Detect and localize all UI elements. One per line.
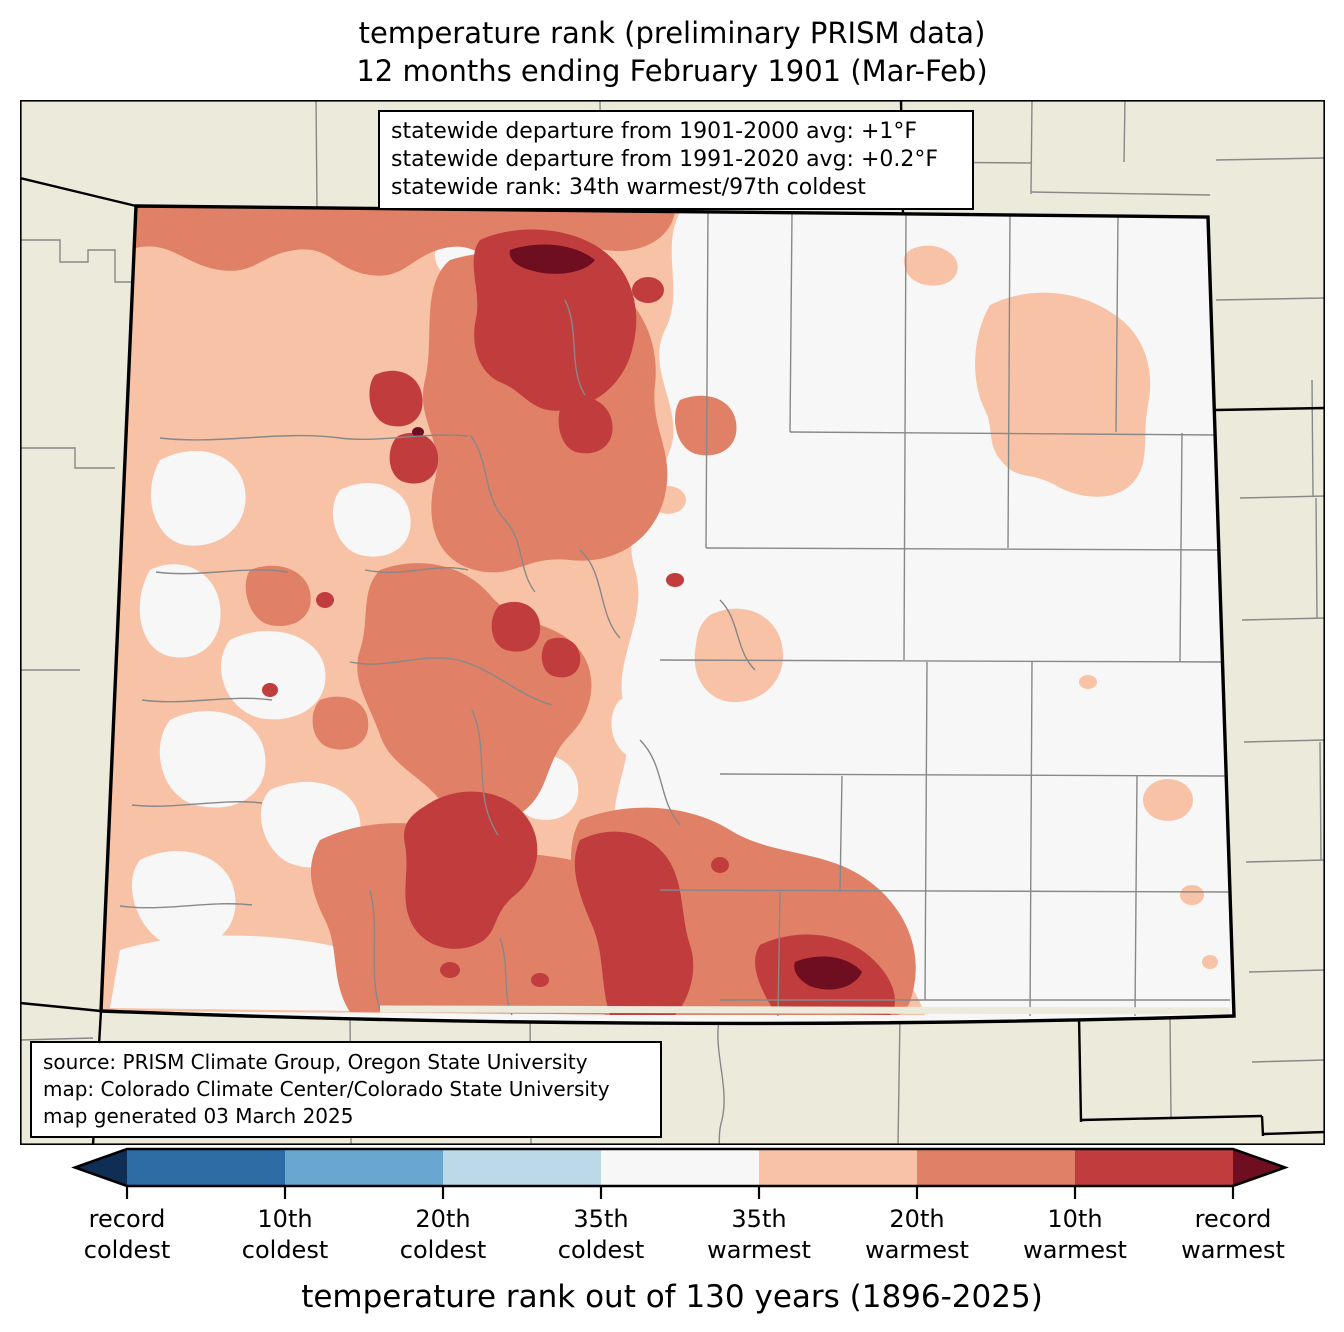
- tick-label-35th-coldest: 35th coldest: [557, 1205, 645, 1264]
- stats-line-1: statewide departure from 1901-2000 avg: …: [391, 119, 918, 144]
- colorbar-seg-4: [601, 1149, 759, 1186]
- contour-band-10th-warmest: [262, 229, 895, 1015]
- title-line-2: 12 months ending February 1901 (Mar-Feb): [356, 54, 988, 88]
- colorbar-seg-7: [1075, 1149, 1233, 1186]
- colorado-county-lines: [119, 211, 1230, 1017]
- colorbar-seg-2: [285, 1149, 443, 1186]
- figure-title: temperature rank (preliminary PRISM data…: [0, 14, 1344, 90]
- colorbar-tick-labels: record coldest 10th coldest 20th coldest 35…: [0, 1204, 1344, 1266]
- temperature-rank-colorbar: [71, 1147, 1289, 1199]
- colorbar-axis-label: temperature rank out of 130 years (1896-…: [301, 1279, 1043, 1315]
- title-line-1: temperature rank (preliminary PRISM data…: [358, 16, 986, 50]
- tick-label-10th-coldest: 10th coldest: [241, 1205, 329, 1264]
- source-line-2: map: Colorado Climate Center/Colorado St…: [43, 1077, 610, 1101]
- tick-label-10th-warmest: 10th warmest: [1023, 1205, 1127, 1264]
- tick-label-35th-warmest: 35th warmest: [707, 1205, 811, 1264]
- tick-label-record-warmest: record warmest: [1181, 1205, 1285, 1264]
- colorbar-ticks: [125, 1186, 1235, 1199]
- tick-label-record-coldest: record coldest: [83, 1205, 171, 1264]
- colorbar-seg-5: [759, 1149, 917, 1186]
- stats-line-2: statewide departure from 1991-2020 avg: …: [391, 147, 939, 172]
- colorado-temperature-rank-map: [20, 100, 1325, 1145]
- stats-line-3: statewide rank: 34th warmest/97th coldes…: [391, 175, 866, 200]
- colorbar-seg-6: [917, 1149, 1075, 1186]
- source-line-3: map generated 03 March 2025: [43, 1104, 354, 1128]
- contour-band-record-warmest: [412, 244, 862, 990]
- tick-label-20th-warmest: 20th warmest: [865, 1205, 969, 1264]
- map-frame: [20, 100, 1325, 1145]
- colorbar-seg-3: [443, 1149, 601, 1186]
- source-attribution-box: source: PRISM Climate Group, Oregon Stat…: [30, 1041, 662, 1138]
- south-edge-data-gap: [379, 1005, 1231, 1015]
- colorbar-seg-1: [127, 1149, 285, 1186]
- colorbar-left-arrow: [75, 1149, 127, 1186]
- colorbar-right-arrow: [1233, 1149, 1285, 1186]
- tick-label-20th-coldest: 20th coldest: [399, 1205, 487, 1264]
- colorado-state-border: [99, 204, 1236, 1026]
- statewide-stats-box: statewide departure from 1901-2000 avg: …: [378, 110, 974, 210]
- source-line-1: source: PRISM Climate Group, Oregon Stat…: [43, 1050, 588, 1074]
